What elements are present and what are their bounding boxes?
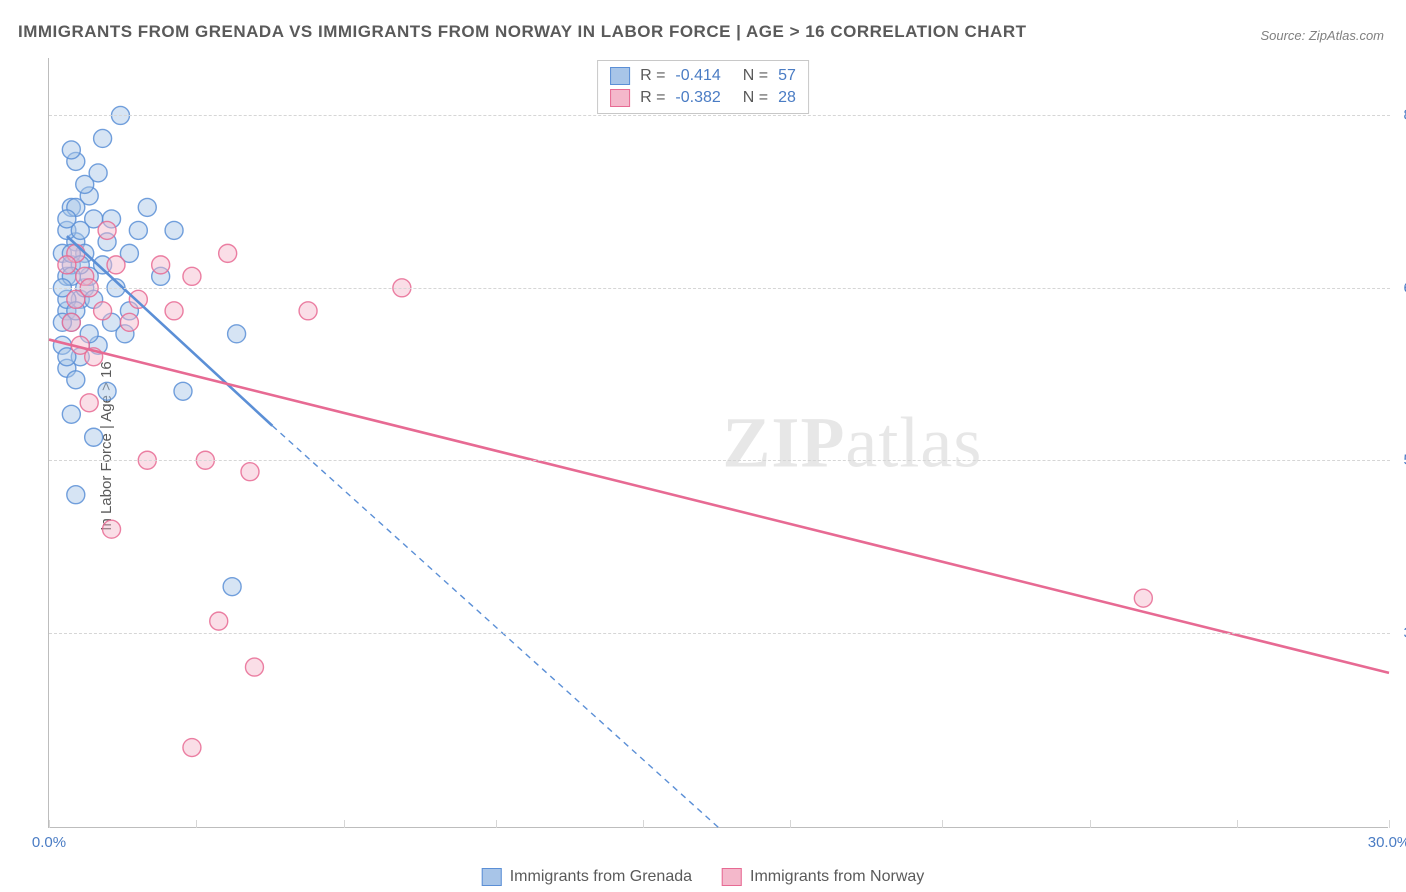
data-point bbox=[103, 520, 121, 538]
data-point bbox=[98, 221, 116, 239]
legend-n-label: N = bbox=[743, 89, 768, 107]
legend-correlation: R = -0.414 N = 57 R = -0.382 N = 28 bbox=[597, 60, 809, 114]
data-point bbox=[210, 612, 228, 630]
data-point bbox=[94, 129, 112, 147]
chart-svg bbox=[49, 58, 1388, 827]
legend-r-value: -0.414 bbox=[675, 67, 720, 85]
x-tick bbox=[196, 820, 197, 828]
data-point bbox=[98, 382, 116, 400]
y-tick-label: 50.0% bbox=[1396, 452, 1406, 469]
gridline-horizontal bbox=[49, 460, 1390, 461]
data-point bbox=[1134, 589, 1152, 607]
data-point bbox=[67, 371, 85, 389]
x-tick bbox=[1090, 820, 1091, 828]
legend-r-value: -0.382 bbox=[675, 89, 720, 107]
data-point bbox=[129, 221, 147, 239]
x-tick bbox=[49, 820, 50, 828]
x-tick bbox=[344, 820, 345, 828]
data-point bbox=[62, 313, 80, 331]
legend-swatch bbox=[610, 89, 630, 107]
legend-n-label: N = bbox=[743, 67, 768, 85]
data-point bbox=[219, 244, 237, 262]
y-tick-label: 35.0% bbox=[1396, 624, 1406, 641]
data-point bbox=[58, 256, 76, 274]
data-point bbox=[67, 486, 85, 504]
legend-swatch bbox=[482, 868, 502, 886]
legend-n-value: 57 bbox=[778, 67, 796, 85]
data-point bbox=[165, 221, 183, 239]
data-point bbox=[138, 198, 156, 216]
x-tick bbox=[496, 820, 497, 828]
source-attribution: Source: ZipAtlas.com bbox=[1260, 28, 1384, 43]
data-point bbox=[107, 256, 125, 274]
data-point bbox=[165, 302, 183, 320]
data-point bbox=[152, 256, 170, 274]
legend-correlation-row: R = -0.414 N = 57 bbox=[610, 65, 796, 87]
y-tick-label: 80.0% bbox=[1396, 107, 1406, 124]
data-point bbox=[58, 210, 76, 228]
data-point bbox=[80, 394, 98, 412]
x-tick bbox=[790, 820, 791, 828]
legend-r-label: R = bbox=[640, 67, 665, 85]
data-point bbox=[183, 267, 201, 285]
legend-r-label: R = bbox=[640, 89, 665, 107]
data-point bbox=[62, 405, 80, 423]
data-point bbox=[62, 141, 80, 159]
data-point bbox=[120, 313, 138, 331]
legend-n-value: 28 bbox=[778, 89, 796, 107]
x-tick bbox=[942, 820, 943, 828]
x-tick bbox=[1389, 820, 1390, 828]
x-tick bbox=[643, 820, 644, 828]
data-point bbox=[129, 290, 147, 308]
legend-swatch bbox=[610, 67, 630, 85]
y-tick-label: 65.0% bbox=[1396, 279, 1406, 296]
data-point bbox=[245, 658, 263, 676]
legend-series-item: Immigrants from Grenada bbox=[482, 868, 692, 886]
chart-title: IMMIGRANTS FROM GRENADA VS IMMIGRANTS FR… bbox=[18, 22, 1026, 42]
plot-area: ZIPatlas 35.0%50.0%65.0%80.0%0.0%30.0% bbox=[48, 58, 1388, 828]
data-point bbox=[85, 428, 103, 446]
legend-series-item: Immigrants from Norway bbox=[722, 868, 924, 886]
x-tick-label: 30.0% bbox=[1368, 834, 1406, 851]
legend-series-label: Immigrants from Grenada bbox=[510, 868, 692, 886]
legend-swatch bbox=[722, 868, 742, 886]
data-point bbox=[89, 164, 107, 182]
gridline-horizontal bbox=[49, 288, 1390, 289]
x-tick-label: 0.0% bbox=[32, 834, 66, 851]
data-point bbox=[94, 302, 112, 320]
gridline-horizontal bbox=[49, 115, 1390, 116]
trend-line-extrapolation bbox=[272, 426, 719, 828]
data-point bbox=[223, 578, 241, 596]
data-point bbox=[228, 325, 246, 343]
legend-series-label: Immigrants from Norway bbox=[750, 868, 924, 886]
gridline-horizontal bbox=[49, 633, 1390, 634]
data-point bbox=[241, 463, 259, 481]
legend-correlation-row: R = -0.382 N = 28 bbox=[610, 87, 796, 109]
data-point bbox=[183, 739, 201, 757]
data-point bbox=[174, 382, 192, 400]
data-point bbox=[299, 302, 317, 320]
x-tick bbox=[1237, 820, 1238, 828]
trend-line bbox=[49, 340, 1389, 673]
legend-series: Immigrants from Grenada Immigrants from N… bbox=[482, 868, 925, 886]
